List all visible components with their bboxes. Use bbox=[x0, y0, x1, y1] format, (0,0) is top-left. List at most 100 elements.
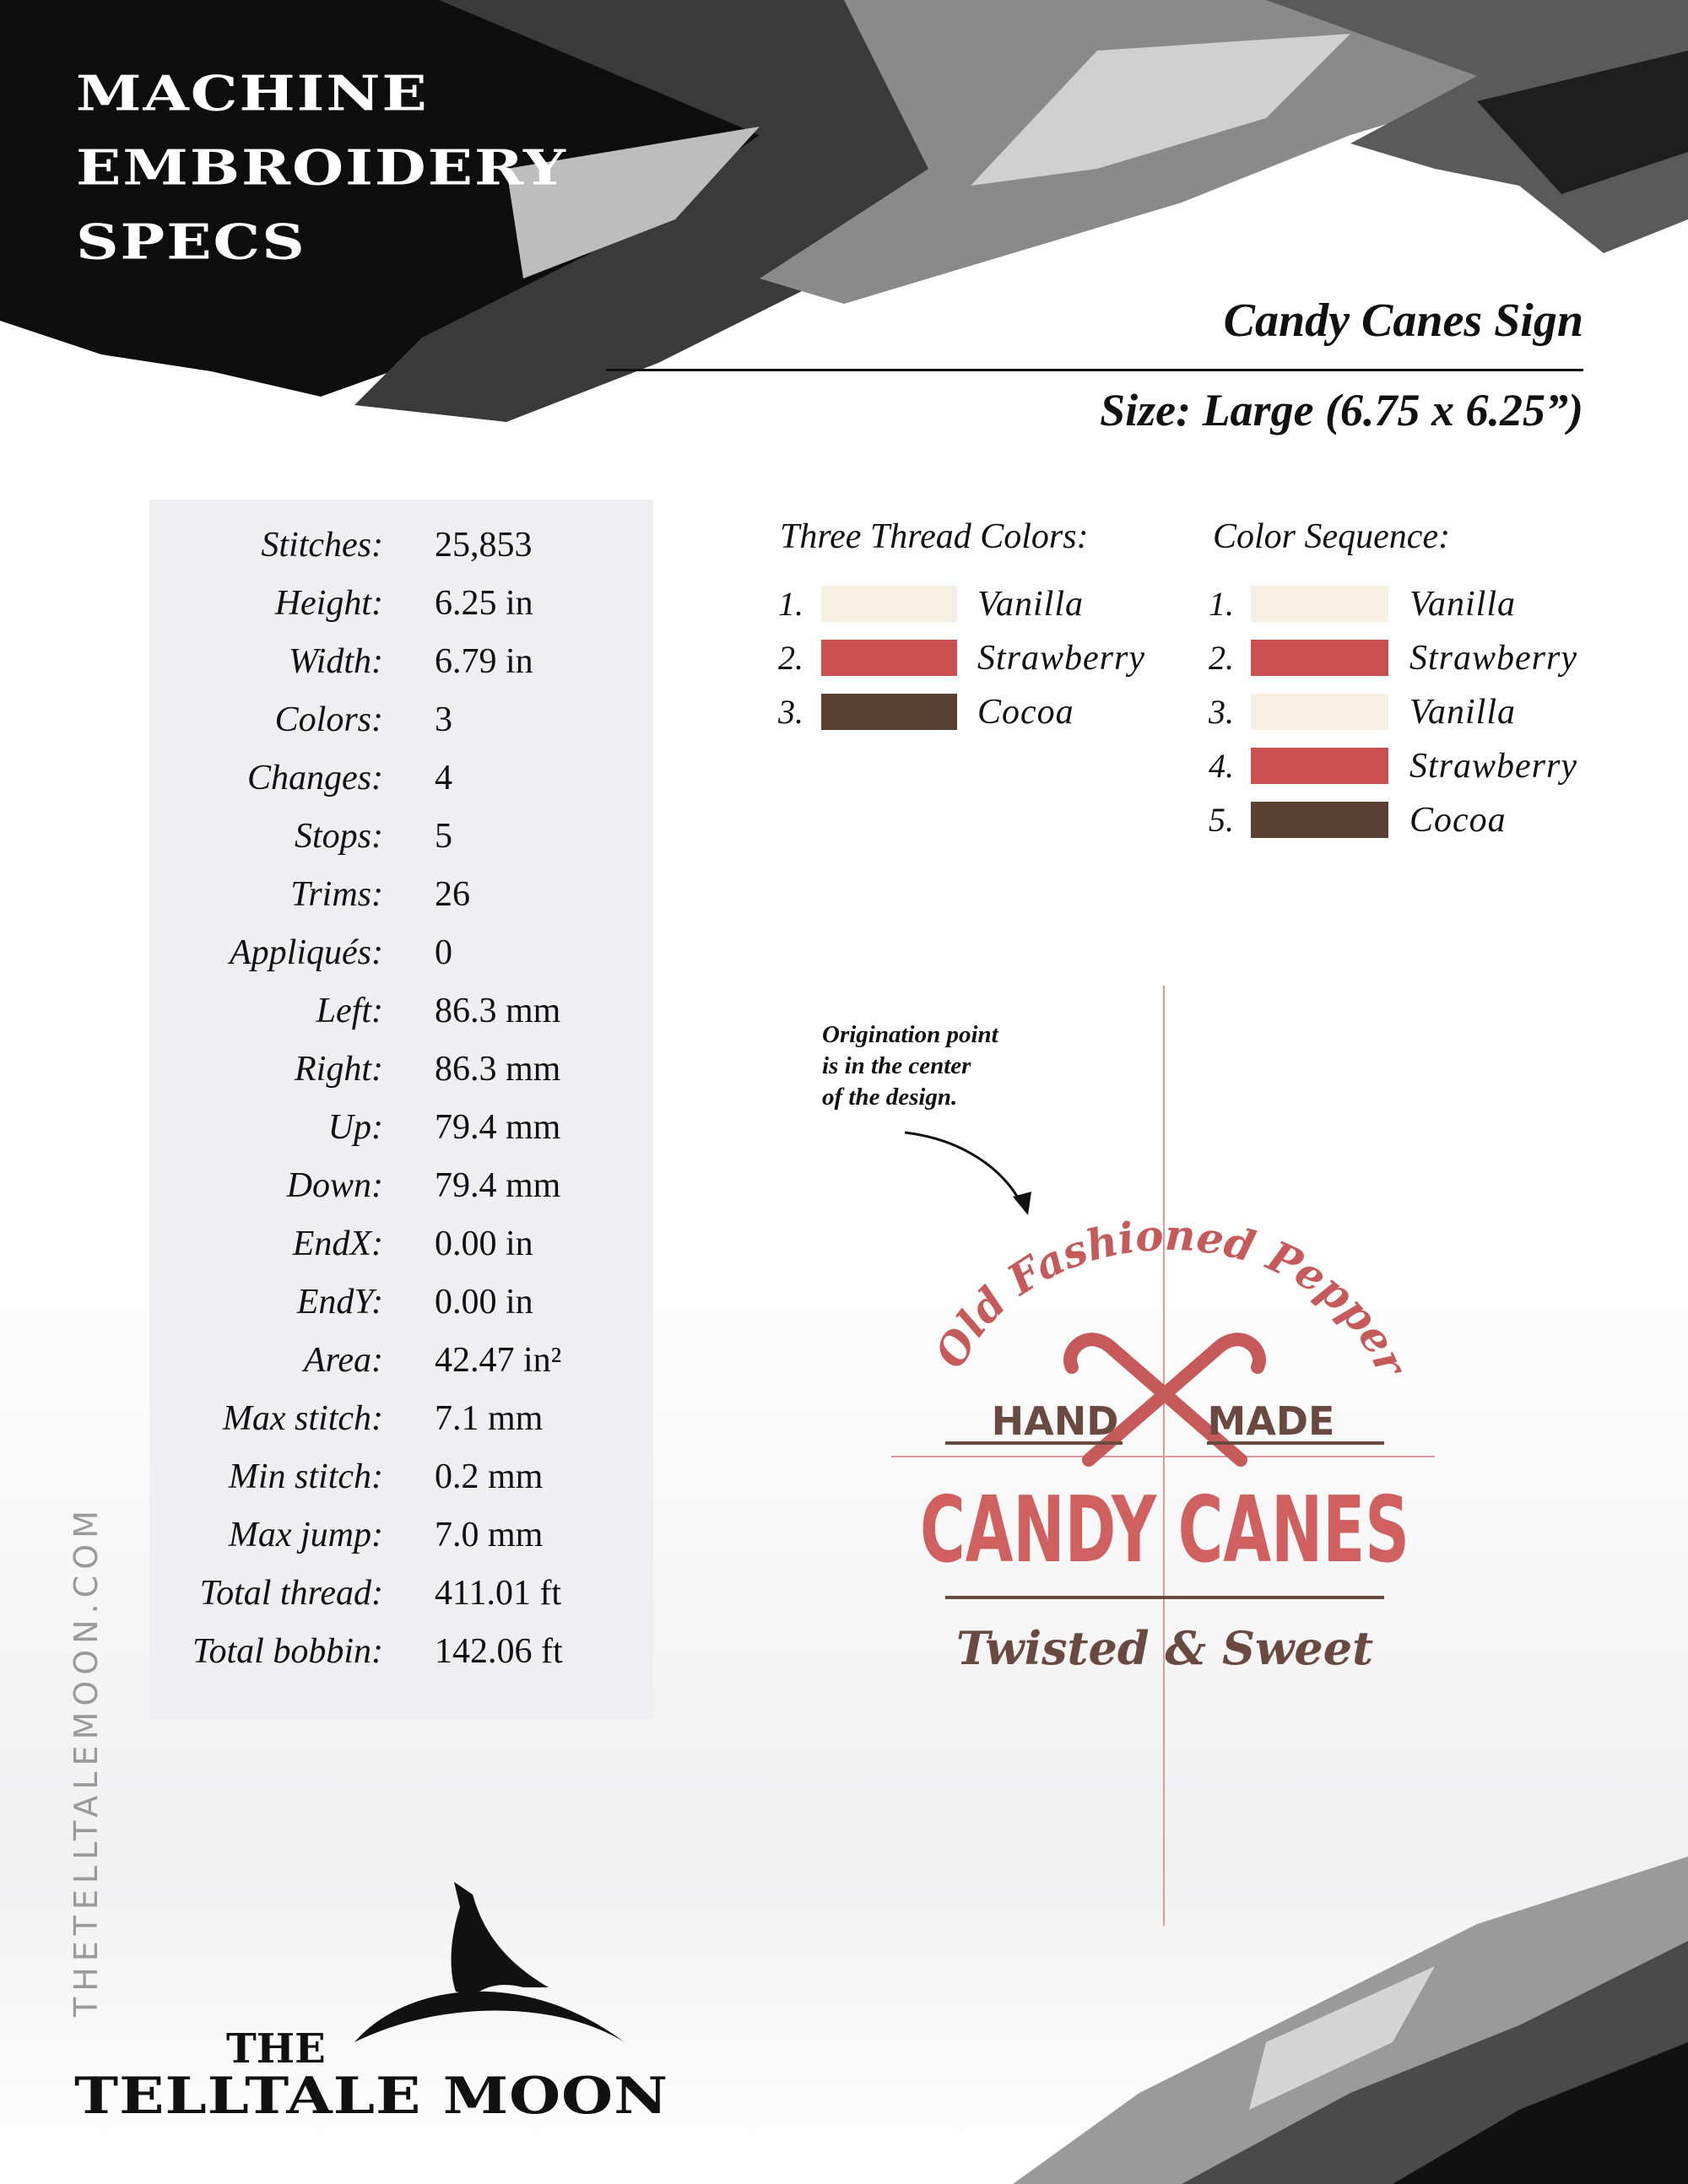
color-swatch bbox=[821, 694, 957, 730]
stat-label: Colors: bbox=[274, 700, 383, 739]
brush-stroke-top bbox=[0, 0, 1688, 422]
color-name: Strawberry bbox=[1409, 639, 1577, 678]
design-preview: Old Fashioned Peppermint HAND MADE CANDY… bbox=[886, 979, 1435, 1926]
color-swatch bbox=[821, 640, 957, 676]
made-text: MADE bbox=[1208, 1398, 1335, 1444]
stat-label: EndY: bbox=[296, 1283, 383, 1322]
stat-label: Stitches: bbox=[261, 526, 383, 565]
stat-label: Max stitch: bbox=[222, 1399, 383, 1438]
color-number: 3. bbox=[1209, 693, 1234, 731]
stat-label: Area: bbox=[303, 1341, 383, 1380]
stats-panel: Stitches: 25,853 Height: 6.25 in Width: 6.79 … bbox=[149, 500, 653, 1720]
stat-value: 0.00 in bbox=[435, 1283, 533, 1322]
stat-value: 7.1 mm bbox=[435, 1399, 544, 1438]
stat-row: Stitches: 25,853 bbox=[149, 525, 653, 583]
stat-value: 142.06 ft bbox=[435, 1632, 563, 1671]
crow-moon-logo-icon bbox=[354, 1882, 625, 2042]
color-number: 3. bbox=[778, 693, 803, 731]
divider bbox=[606, 369, 1583, 371]
origin-note: Origination point is in the center of th… bbox=[822, 1019, 998, 1113]
page-title-line-3: SPECS bbox=[76, 213, 306, 271]
color-name: Strawberry bbox=[1409, 747, 1577, 786]
stat-value: 3 bbox=[435, 700, 452, 739]
stat-row: EndY: 0.00 in bbox=[149, 1282, 653, 1340]
stat-value: 5 bbox=[435, 817, 452, 856]
color-number: 1. bbox=[1209, 585, 1234, 623]
stat-value: 4 bbox=[435, 759, 452, 797]
stat-row: Width: 6.79 in bbox=[149, 641, 653, 700]
stat-label: EndX: bbox=[292, 1224, 383, 1263]
stat-label: Trims: bbox=[290, 875, 383, 914]
arrow-head-icon bbox=[1013, 1192, 1031, 1215]
website-watermark: THETELLTALEMOON.COM bbox=[68, 1505, 105, 2017]
stat-label: Total thread: bbox=[199, 1574, 383, 1613]
color-name: Strawberry bbox=[977, 639, 1145, 678]
arc-text: Old Fashioned Peppermint bbox=[886, 979, 1418, 1385]
stat-value: 79.4 mm bbox=[435, 1108, 561, 1147]
color-number: 4. bbox=[1209, 747, 1234, 785]
stat-row: Max jump: 7.0 mm bbox=[149, 1515, 653, 1573]
stat-row: Right: 86.3 mm bbox=[149, 1049, 653, 1107]
origin-note-line: Origination point bbox=[822, 1021, 998, 1048]
stat-value: 79.4 mm bbox=[435, 1166, 561, 1205]
color-number: 1. bbox=[778, 585, 803, 623]
stat-row: EndX: 0.00 in bbox=[149, 1224, 653, 1282]
stat-value: 411.01 ft bbox=[435, 1574, 562, 1613]
stat-row: Total thread: 411.01 ft bbox=[149, 1573, 653, 1631]
color-swatch bbox=[1251, 748, 1388, 784]
stat-value: 25,853 bbox=[435, 526, 533, 565]
stat-row: Up: 79.4 mm bbox=[149, 1107, 653, 1165]
logo-name: TELLTALE MOON bbox=[74, 2066, 669, 2126]
stat-row: Min stitch: 0.2 mm bbox=[149, 1457, 653, 1515]
arrow-icon bbox=[904, 1131, 1025, 1208]
stat-value: 6.25 in bbox=[435, 584, 533, 623]
stat-label: Down: bbox=[286, 1166, 383, 1205]
stat-label: Total bobbin: bbox=[192, 1632, 383, 1671]
stat-value: 0.00 in bbox=[435, 1224, 533, 1263]
origin-note-line: is in the center bbox=[822, 1052, 971, 1079]
stat-value: 86.3 mm bbox=[435, 992, 561, 1030]
stat-value: 6.79 in bbox=[435, 642, 533, 681]
color-swatch bbox=[1251, 802, 1388, 838]
candy-canes-icon bbox=[1063, 1333, 1266, 1467]
candy-canes-text: CANDY CANES bbox=[920, 1478, 1409, 1583]
color-swatch bbox=[1251, 694, 1388, 730]
stat-row: Stops: 5 bbox=[149, 816, 653, 874]
color-swatch bbox=[1251, 586, 1388, 622]
stat-row: Appliqués: 0 bbox=[149, 933, 653, 991]
thread-colors-heading: Three Thread Colors: bbox=[780, 517, 1089, 556]
stat-row: Down: 79.4 mm bbox=[149, 1165, 653, 1224]
origin-note-line: of the design. bbox=[822, 1084, 958, 1111]
stat-row: Max stitch: 7.1 mm bbox=[149, 1398, 653, 1457]
stat-label: Height: bbox=[274, 584, 383, 623]
stat-label: Max jump: bbox=[228, 1516, 383, 1554]
stat-value: 0.2 mm bbox=[435, 1457, 544, 1496]
color-name: Cocoa bbox=[1409, 801, 1507, 840]
page-title-line-2: EMBROIDERY bbox=[76, 138, 567, 197]
logo-the: THE bbox=[226, 2025, 326, 2073]
page-title-line-1: MACHINE bbox=[76, 64, 429, 122]
stat-row: Left: 86.3 mm bbox=[149, 991, 653, 1049]
stat-value: 86.3 mm bbox=[435, 1050, 561, 1089]
color-number: 5. bbox=[1209, 801, 1234, 839]
color-number: 2. bbox=[778, 639, 803, 677]
color-swatch bbox=[1251, 640, 1388, 676]
stat-row: Total bobbin: 142.06 ft bbox=[149, 1631, 653, 1689]
design-name: Candy Canes Sign bbox=[1223, 295, 1583, 347]
stat-label: Changes: bbox=[247, 759, 383, 797]
color-name: Vanilla bbox=[1409, 585, 1517, 624]
stat-label: Min stitch: bbox=[228, 1457, 383, 1496]
color-name: Vanilla bbox=[1409, 693, 1517, 732]
stat-label: Up: bbox=[327, 1108, 383, 1147]
color-swatch bbox=[821, 586, 957, 622]
color-name: Vanilla bbox=[977, 585, 1085, 624]
twisted-sweet-text: Twisted & Sweet bbox=[956, 1621, 1373, 1675]
stat-row: Area: 42.47 in² bbox=[149, 1340, 653, 1398]
stat-value: 42.47 in² bbox=[435, 1341, 562, 1380]
stat-row: Colors: 3 bbox=[149, 700, 653, 758]
stat-value: 0 bbox=[435, 933, 452, 972]
hand-text: HAND bbox=[992, 1398, 1119, 1444]
stat-label: Left: bbox=[316, 992, 383, 1030]
stat-row: Changes: 4 bbox=[149, 758, 653, 816]
stat-label: Width: bbox=[289, 642, 383, 681]
